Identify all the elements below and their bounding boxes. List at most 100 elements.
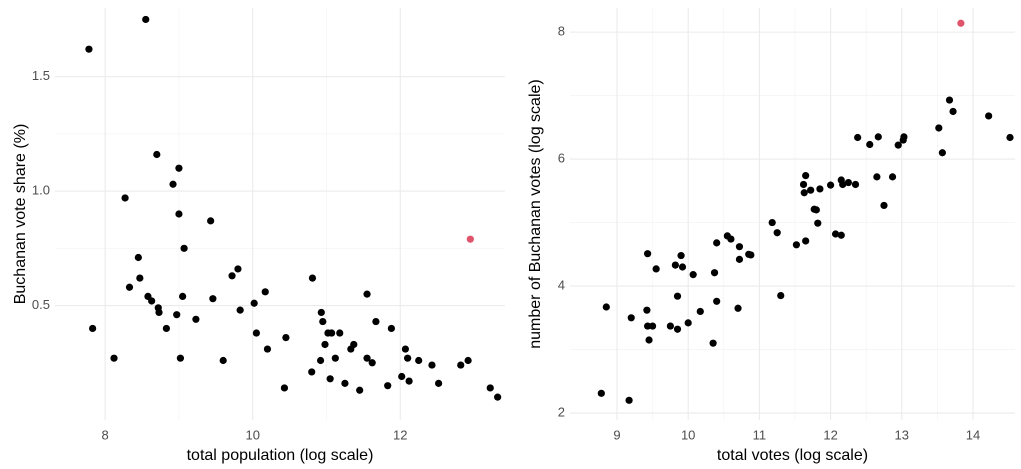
point xyxy=(643,306,651,314)
point xyxy=(134,253,142,262)
y-tick-label: 6 xyxy=(558,151,565,166)
point xyxy=(466,235,474,243)
point xyxy=(250,299,258,307)
point xyxy=(602,303,610,311)
point xyxy=(192,315,200,323)
point xyxy=(935,124,943,132)
x-tick-label: 12 xyxy=(393,427,407,442)
point xyxy=(671,261,679,269)
point xyxy=(985,112,993,120)
point xyxy=(713,297,721,305)
point xyxy=(368,359,376,367)
point xyxy=(735,243,744,251)
point xyxy=(384,382,392,390)
point xyxy=(802,171,810,180)
point xyxy=(179,292,187,300)
y-axis-title: number of Buchanan votes (log scale) xyxy=(527,79,544,348)
point xyxy=(261,288,269,296)
x-tick-label: 10 xyxy=(681,427,695,442)
point xyxy=(648,322,657,330)
point xyxy=(652,265,660,273)
point xyxy=(175,210,183,218)
point xyxy=(792,241,801,249)
point xyxy=(316,356,325,365)
x-tick-label: 14 xyxy=(966,427,980,442)
y-tick-label: 1.5 xyxy=(32,68,50,83)
point xyxy=(153,150,161,159)
point xyxy=(689,271,697,279)
point xyxy=(175,164,183,172)
point xyxy=(387,324,395,333)
point xyxy=(252,329,260,337)
x-tick-label: 12 xyxy=(823,427,837,442)
point xyxy=(428,361,436,369)
point xyxy=(280,384,289,392)
point xyxy=(209,295,217,303)
point xyxy=(136,274,144,282)
point xyxy=(341,379,349,387)
point xyxy=(435,379,443,387)
x-tick-label: 11 xyxy=(753,427,767,442)
point xyxy=(404,354,412,362)
x-tick-label: 8 xyxy=(102,427,109,442)
point xyxy=(851,180,860,189)
point xyxy=(317,308,325,317)
point xyxy=(228,272,236,280)
point xyxy=(866,140,874,149)
y-tick-label: 1.0 xyxy=(32,183,50,198)
point xyxy=(405,377,413,385)
point xyxy=(812,206,820,214)
point xyxy=(645,336,653,344)
point xyxy=(308,368,316,376)
panel: 8 10 12 0.5 1.0 1.5 total population (log scal… xyxy=(12,8,505,464)
point xyxy=(831,230,840,238)
point xyxy=(350,340,358,349)
point xyxy=(457,361,465,369)
point xyxy=(372,317,380,326)
point xyxy=(826,181,835,189)
point xyxy=(464,356,472,365)
point xyxy=(816,185,824,193)
x-axis-title: total population (log scale) xyxy=(187,447,374,464)
point xyxy=(219,356,227,365)
x-tick-label: 13 xyxy=(895,427,909,442)
point xyxy=(125,283,134,291)
y-tick-label: 2 xyxy=(558,404,565,419)
point xyxy=(625,396,633,404)
point xyxy=(207,217,215,225)
point xyxy=(938,149,946,157)
point xyxy=(844,178,852,187)
point xyxy=(486,384,494,392)
point xyxy=(837,231,845,239)
point xyxy=(709,339,717,347)
point xyxy=(363,290,371,298)
point xyxy=(121,194,129,202)
point xyxy=(282,334,290,342)
point xyxy=(678,263,687,271)
x-axis-title: total votes (log scale) xyxy=(717,447,868,464)
point xyxy=(180,244,188,252)
point xyxy=(713,239,721,247)
point xyxy=(747,251,755,259)
point xyxy=(148,297,156,305)
point xyxy=(142,15,150,24)
point xyxy=(802,237,810,245)
point xyxy=(773,229,781,237)
point xyxy=(777,291,785,300)
point xyxy=(734,304,742,312)
point xyxy=(1006,133,1014,142)
point xyxy=(677,251,685,260)
point xyxy=(684,319,692,327)
point xyxy=(894,141,902,149)
point xyxy=(727,235,735,243)
point xyxy=(799,180,808,189)
point xyxy=(957,19,965,27)
point xyxy=(356,386,364,394)
point xyxy=(627,314,635,322)
point xyxy=(308,274,317,282)
point xyxy=(494,393,502,401)
point xyxy=(673,292,682,300)
y-tick-label: 8 xyxy=(558,24,565,39)
point xyxy=(807,186,815,194)
point xyxy=(326,375,334,383)
